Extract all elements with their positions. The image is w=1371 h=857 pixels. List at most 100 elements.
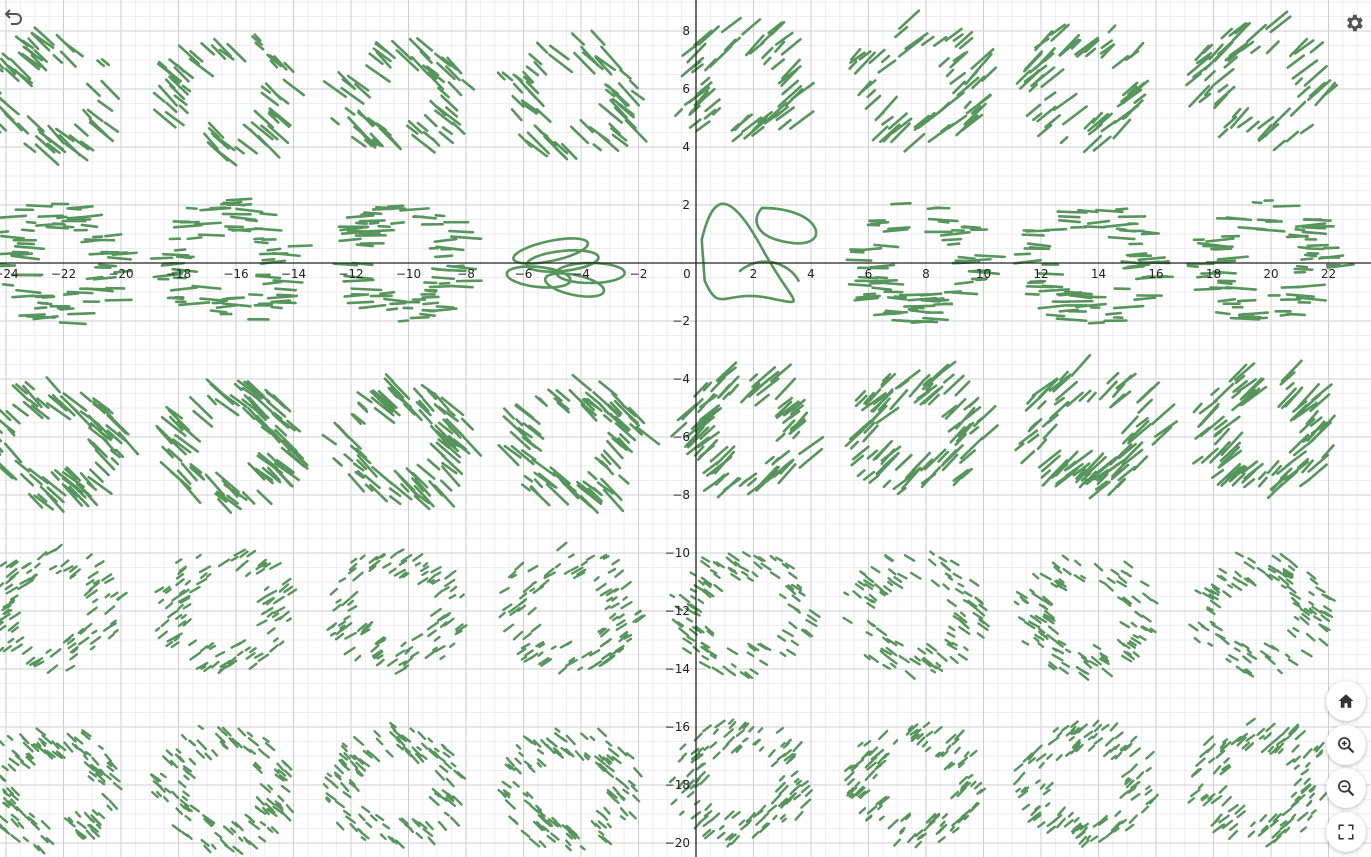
curve-segment — [1297, 298, 1325, 301]
curve-segment — [16, 37, 28, 46]
zoom-out-button[interactable] — [1326, 768, 1366, 808]
curve-segment — [172, 792, 178, 798]
curve-segment — [182, 615, 186, 618]
curve-segment — [336, 801, 344, 807]
curve-segment — [516, 406, 533, 418]
curve-segment — [692, 749, 698, 754]
curve-segment — [1296, 731, 1305, 739]
curve-segment — [258, 597, 265, 602]
curve-segment — [956, 589, 963, 593]
curve-segment — [710, 742, 716, 747]
curve-segment — [8, 736, 12, 740]
curve-segment — [896, 455, 911, 469]
curve-segment — [946, 574, 951, 577]
curve-segment — [955, 731, 963, 740]
curve-segment — [0, 454, 5, 471]
curve-segment — [1104, 750, 1110, 756]
x-tick-label: −2 — [630, 267, 648, 281]
curve-segment — [1287, 294, 1314, 296]
curve-segment — [4, 646, 11, 651]
curve-segment — [519, 135, 531, 147]
curve-segment — [848, 779, 854, 784]
curve-segment — [1049, 738, 1058, 745]
curve-segment — [921, 294, 941, 296]
curve-segment — [1155, 422, 1177, 437]
curve-segment — [244, 838, 248, 842]
curve-segment — [884, 586, 890, 591]
curve-segment — [1085, 226, 1104, 227]
curve-segment — [1023, 641, 1028, 644]
curve-segment — [1139, 400, 1152, 413]
curve-tile — [0, 729, 122, 854]
curve-segment — [212, 662, 218, 667]
curve-segment — [1229, 655, 1238, 660]
curve-segment — [741, 384, 759, 402]
curve-segment — [36, 136, 54, 152]
curve-segment — [923, 742, 927, 747]
curve-segment — [186, 816, 191, 820]
curve-segment — [110, 774, 119, 781]
curve-segment — [1274, 109, 1290, 125]
curve-segment — [106, 300, 132, 301]
curve-segment — [1090, 482, 1110, 498]
curve-segment — [249, 294, 262, 295]
curve-segment — [367, 823, 372, 827]
curve-segment — [1134, 652, 1139, 656]
curve-segment — [732, 664, 735, 666]
curve-segment — [237, 564, 245, 571]
curve-segment — [592, 31, 605, 45]
curve-segment — [184, 776, 188, 780]
curve-segment — [1109, 480, 1123, 495]
zoom-in-button[interactable] — [1326, 725, 1366, 765]
curve-segment — [895, 296, 906, 297]
curve-segment — [280, 642, 283, 645]
curve-segment — [1220, 786, 1227, 792]
x-tick-label: −8 — [457, 267, 475, 281]
curve-tile — [154, 35, 304, 166]
curve-segment — [771, 573, 779, 578]
curve-segment — [360, 220, 385, 221]
curve-segment — [1061, 137, 1067, 143]
curve-segment — [3, 284, 13, 285]
curve-segment — [864, 472, 874, 479]
curve-segment — [1308, 245, 1328, 246]
curve-segment — [877, 628, 886, 635]
fullscreen-button[interactable] — [1326, 812, 1366, 852]
curve-segment — [105, 234, 121, 236]
curve-segment — [718, 833, 724, 838]
curve-segment — [41, 303, 51, 304]
curve-segment — [443, 587, 448, 590]
curve-segment — [1015, 602, 1018, 605]
curve-segment — [47, 227, 68, 228]
curve-segment — [71, 206, 93, 208]
curve-segment — [436, 215, 444, 216]
curve-segment — [703, 726, 710, 732]
curve-segment — [949, 577, 952, 579]
curve-segment — [151, 258, 172, 259]
curve-segment — [167, 751, 172, 756]
curve-segment — [1063, 106, 1086, 124]
curve-segment — [1214, 766, 1220, 773]
curve-segment — [601, 641, 609, 646]
undo-button[interactable] — [0, 6, 26, 32]
curve-segment — [1219, 85, 1227, 91]
settings-button[interactable] — [1341, 10, 1367, 36]
curve-segment — [776, 558, 782, 561]
curve-segment — [451, 818, 459, 826]
curve-segment — [11, 835, 19, 841]
curve-segment — [0, 426, 2, 433]
curve-segment — [433, 139, 439, 146]
curve-segment — [675, 109, 681, 115]
curve-segment — [37, 729, 45, 735]
curve-segment — [787, 650, 795, 655]
curve-segment — [1247, 719, 1255, 725]
curve-segment — [445, 575, 450, 579]
curve-segment — [849, 284, 870, 285]
curve-segment — [1292, 793, 1296, 797]
home-button[interactable] — [1326, 681, 1366, 721]
curve-segment — [24, 563, 30, 567]
curve-segment — [340, 239, 361, 241]
curve-segment — [934, 365, 948, 378]
curve-segment — [929, 560, 935, 565]
